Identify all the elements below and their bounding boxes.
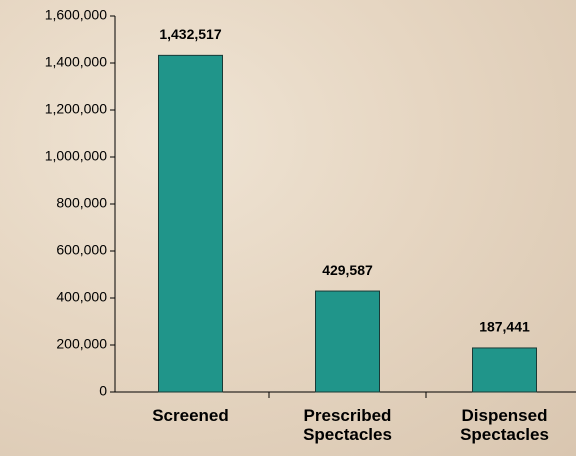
y-tick-label: 1,200,000 [45, 101, 107, 117]
bar [316, 291, 380, 392]
x-tick-label: Prescribed Spectacles [298, 406, 398, 444]
y-tick-label: 800,000 [56, 195, 107, 211]
y-tick-label: 200,000 [56, 336, 107, 352]
value-label: 429,587 [322, 262, 373, 278]
y-tick-label: 0 [99, 383, 107, 399]
bar [159, 55, 223, 392]
chart: 0 200,000 400,000 600,000 800,000 1,000,000 1,… [0, 0, 576, 456]
value-label: 187,441 [479, 319, 530, 335]
chart-container: 0 200,000 400,000 600,000 800,000 1,000,000 1,… [0, 0, 576, 456]
y-tick-label: 1,600,000 [45, 7, 107, 23]
x-tick-label: Dispensed Spectacles [455, 406, 555, 444]
y-tick-label: 400,000 [56, 289, 107, 305]
value-label: 1,432,517 [159, 26, 221, 42]
y-tick-label: 600,000 [56, 242, 107, 258]
y-tick-label: 1,000,000 [45, 148, 107, 164]
bar [473, 348, 537, 392]
x-tick-label: Screened [141, 406, 241, 425]
y-tick-label: 1,400,000 [45, 54, 107, 70]
